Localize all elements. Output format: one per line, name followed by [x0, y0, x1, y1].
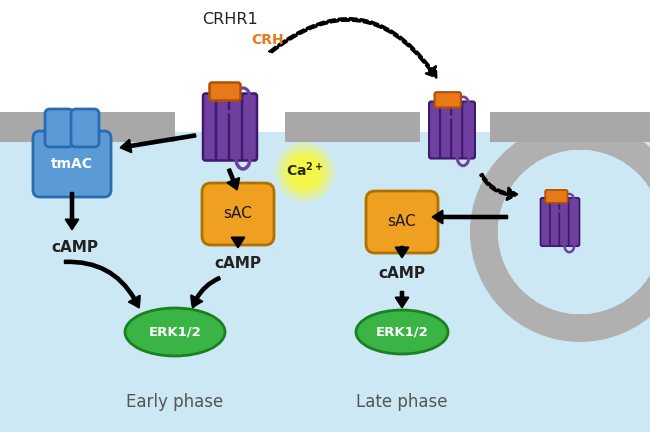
FancyArrowPatch shape	[66, 193, 78, 229]
Text: cAMP: cAMP	[51, 239, 99, 254]
FancyBboxPatch shape	[440, 102, 453, 159]
FancyBboxPatch shape	[33, 131, 111, 197]
Text: ERK1/2: ERK1/2	[149, 325, 202, 339]
FancyBboxPatch shape	[71, 109, 99, 147]
Text: sAC: sAC	[224, 206, 252, 222]
FancyBboxPatch shape	[45, 109, 73, 147]
FancyArrowPatch shape	[396, 292, 408, 307]
FancyArrowPatch shape	[191, 277, 220, 307]
FancyBboxPatch shape	[569, 198, 579, 246]
Text: sAC: sAC	[387, 215, 417, 229]
FancyBboxPatch shape	[435, 92, 461, 108]
Text: cAMP: cAMP	[378, 267, 426, 282]
FancyBboxPatch shape	[216, 93, 231, 161]
FancyArrowPatch shape	[433, 211, 507, 223]
FancyBboxPatch shape	[429, 102, 442, 159]
FancyBboxPatch shape	[203, 93, 218, 161]
FancyArrowPatch shape	[396, 247, 408, 257]
FancyBboxPatch shape	[202, 183, 274, 245]
FancyBboxPatch shape	[451, 102, 464, 159]
FancyArrowPatch shape	[232, 238, 244, 247]
Text: Early phase: Early phase	[126, 393, 224, 411]
Circle shape	[498, 150, 650, 314]
Bar	[0, 112, 175, 142]
Text: CRH: CRH	[252, 33, 284, 47]
Bar	[0, 0, 650, 132]
FancyArrowPatch shape	[65, 260, 140, 308]
Circle shape	[470, 122, 650, 342]
Text: $\mathbf{Ca^{2+}}$: $\mathbf{Ca^{2+}}$	[286, 161, 324, 179]
Text: ERK1/2: ERK1/2	[376, 325, 428, 339]
FancyArrowPatch shape	[227, 169, 239, 189]
FancyBboxPatch shape	[229, 93, 244, 161]
FancyBboxPatch shape	[541, 198, 551, 246]
FancyBboxPatch shape	[559, 198, 570, 246]
Ellipse shape	[125, 308, 225, 356]
Bar	[285, 112, 420, 142]
Bar	[0, 132, 650, 432]
FancyBboxPatch shape	[545, 190, 567, 203]
FancyArrowPatch shape	[121, 134, 196, 152]
Text: tmAC: tmAC	[51, 157, 93, 171]
FancyBboxPatch shape	[366, 191, 438, 253]
Circle shape	[281, 148, 329, 196]
FancyArrowPatch shape	[269, 18, 436, 78]
Circle shape	[287, 154, 323, 190]
Circle shape	[275, 142, 335, 202]
Bar	[490, 112, 650, 142]
FancyBboxPatch shape	[242, 93, 257, 161]
FancyBboxPatch shape	[550, 198, 561, 246]
FancyBboxPatch shape	[209, 83, 240, 101]
FancyArrowPatch shape	[480, 174, 517, 200]
Text: cAMP: cAMP	[214, 257, 261, 271]
FancyBboxPatch shape	[462, 102, 475, 159]
Ellipse shape	[356, 310, 448, 354]
Text: CRHR1: CRHR1	[202, 13, 258, 28]
Text: Late phase: Late phase	[356, 393, 448, 411]
Circle shape	[498, 150, 650, 314]
